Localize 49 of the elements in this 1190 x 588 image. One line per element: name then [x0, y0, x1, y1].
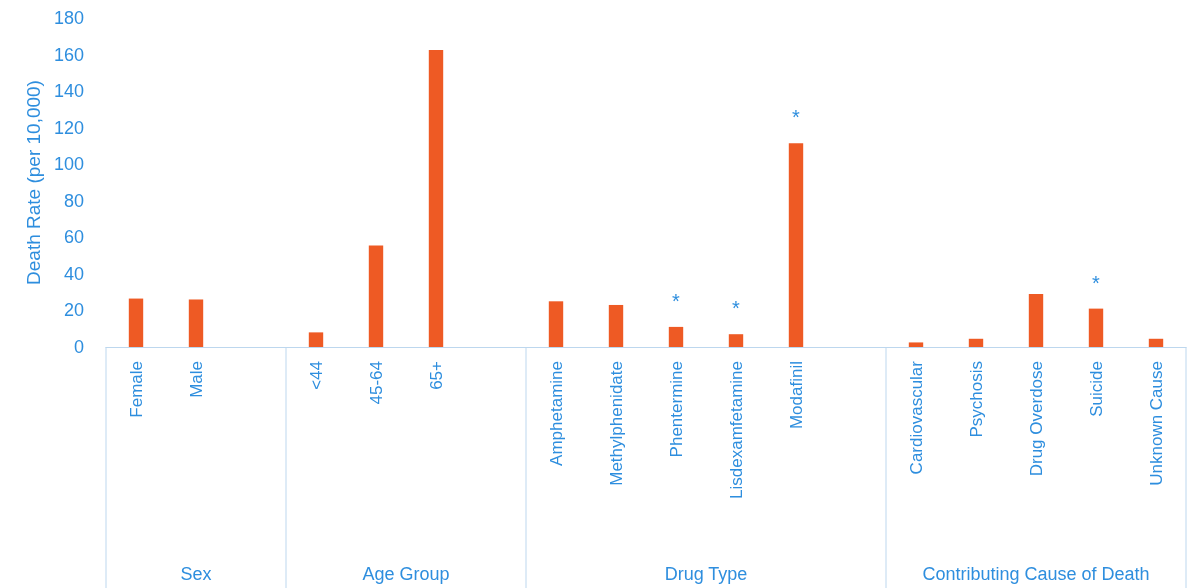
y-tick-label: 60	[63, 227, 84, 248]
bar	[128, 298, 144, 347]
annotation: *	[732, 297, 741, 320]
x-tick-label: Suicide	[1086, 361, 1106, 417]
x-tick-label: Male	[186, 361, 206, 398]
x-tick-label: Psychosis	[966, 361, 986, 438]
x-tick-label: Cardiovascular	[906, 360, 926, 475]
bar	[728, 334, 744, 347]
y-tick-label: 40	[63, 263, 84, 284]
bar	[668, 326, 684, 347]
bar	[548, 301, 564, 347]
y-tick-label: 80	[63, 190, 84, 211]
y-tick-label: 160	[53, 44, 84, 65]
bar	[968, 338, 984, 347]
annotation: *	[792, 106, 801, 129]
y-tick-label: 180	[53, 8, 84, 28]
x-tick-label: Drug Overdose	[1026, 361, 1046, 477]
x-tick-label: Phentermine	[666, 361, 686, 458]
y-tick-label: 20	[63, 300, 84, 321]
x-tick-label: Amphetamine	[546, 361, 566, 466]
bar	[908, 342, 924, 347]
bar	[368, 245, 384, 347]
bar	[1088, 308, 1104, 347]
x-tick-label: Methylphenidate	[606, 361, 626, 486]
y-tick-label: 120	[53, 117, 84, 138]
bar	[608, 304, 624, 347]
x-tick-label: Female	[126, 361, 146, 418]
x-tick-label: Lisdexamfetamine	[726, 361, 746, 499]
x-tick-label: <44	[306, 361, 326, 390]
text: Sex	[180, 564, 212, 584]
text: Age Group	[362, 564, 450, 584]
text: Drug Type	[664, 564, 748, 584]
y-tick-label: 100	[53, 154, 84, 175]
x-tick-label: Modafinil	[786, 361, 806, 430]
annotation: *	[672, 289, 681, 312]
bar	[1148, 338, 1164, 347]
bar	[428, 49, 444, 347]
x-tick-label: 65+	[426, 360, 446, 390]
y-tick-label: 140	[53, 81, 84, 102]
text: Contributing Cause of Death	[922, 564, 1150, 584]
bar	[788, 143, 804, 347]
y-tick-label: 0	[73, 337, 84, 357]
y-axis-title: Death Rate (per 10,000)	[23, 80, 45, 285]
bar	[308, 332, 324, 347]
bar	[188, 299, 204, 347]
x-tick-label: Unknown Cause	[1146, 361, 1166, 486]
bar	[1028, 293, 1044, 347]
annotation: *	[1092, 271, 1101, 294]
x-tick-label: 45-64	[366, 361, 386, 405]
